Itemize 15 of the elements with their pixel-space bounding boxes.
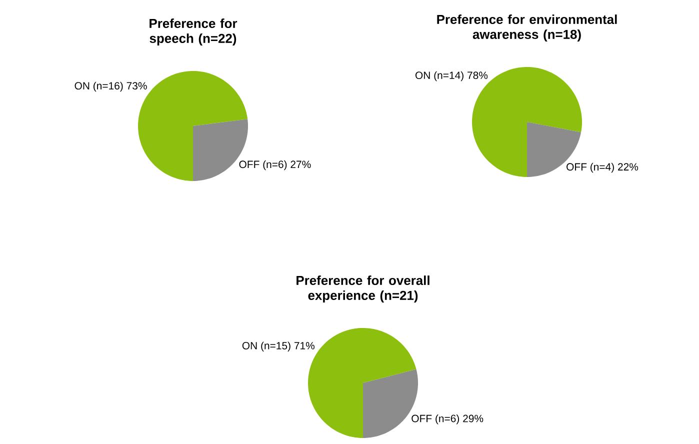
data-label: 71% xyxy=(294,342,314,350)
data-label: 22% xyxy=(618,163,638,171)
data-label: 29% xyxy=(463,414,484,422)
data-label: 73% xyxy=(126,82,147,90)
data-label: 78% xyxy=(468,72,488,80)
slice-label: ON (n=15) xyxy=(242,342,290,352)
data-label: 27% xyxy=(290,160,311,168)
slice-label: OFF (n=6) xyxy=(412,414,460,424)
chart-title: Preference for environmental awareness (n=18) xyxy=(437,14,617,42)
slice-label: ON (n=16) xyxy=(74,82,123,92)
slice-label: OFF (n=4) xyxy=(566,162,614,173)
chart-title: Preference for overall experience (n=21) xyxy=(296,276,430,303)
slice-label: OFF (n=6) xyxy=(239,160,287,170)
chart-title: Preference for speech (n=22) xyxy=(150,18,238,46)
slice-label: ON (n=14) xyxy=(415,71,464,82)
